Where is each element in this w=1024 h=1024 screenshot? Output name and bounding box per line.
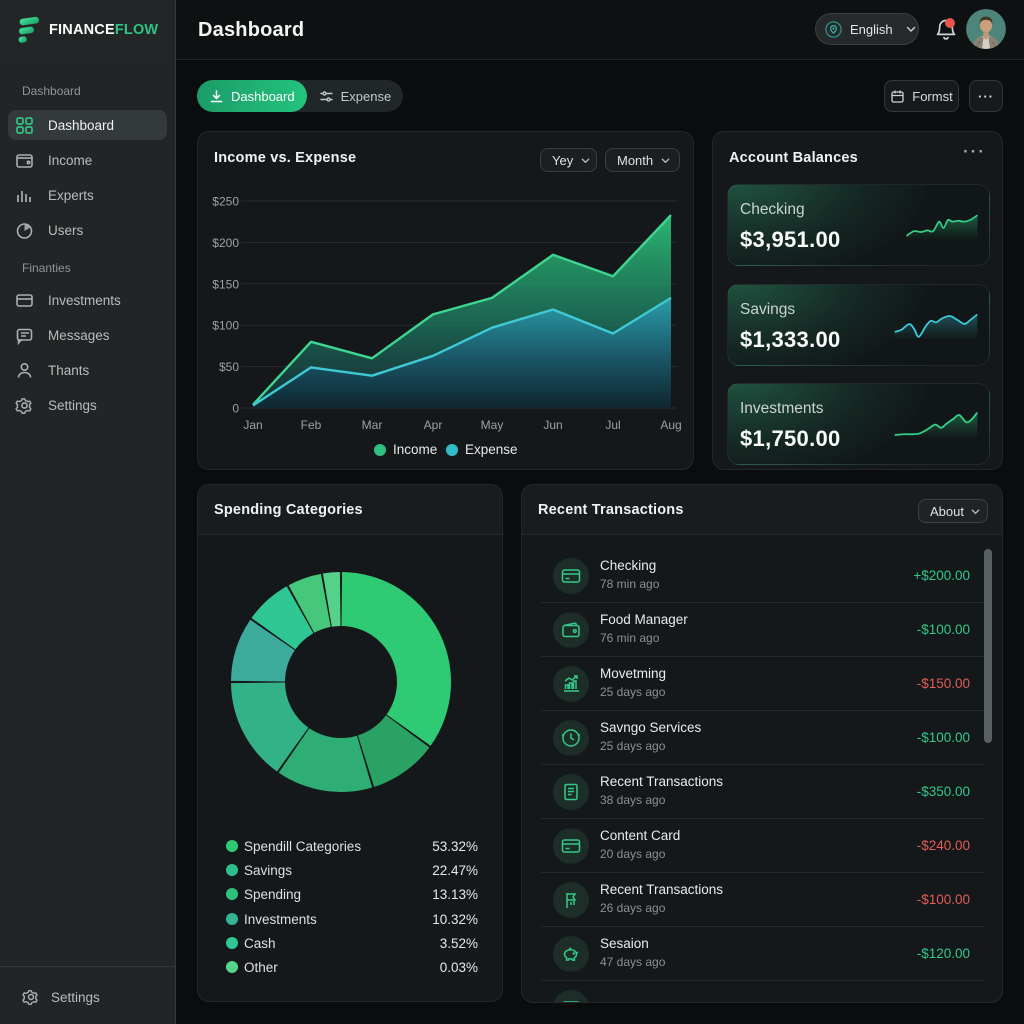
svg-text:0: 0 [232,402,239,416]
svg-text:$50: $50 [219,360,239,374]
svg-text:Income: Income [393,442,437,457]
svg-text:Apr: Apr [424,418,443,432]
svg-text:$250: $250 [212,195,239,209]
svg-text:Mar: Mar [362,418,383,432]
svg-text:$150: $150 [212,277,239,291]
svg-text:$100: $100 [212,319,239,333]
svg-text:Feb: Feb [301,418,322,432]
svg-text:Expense: Expense [465,442,518,457]
svg-text:Jul: Jul [605,418,620,432]
svg-text:Jan: Jan [243,418,262,432]
svg-text:Jun: Jun [543,418,562,432]
svg-text:$200: $200 [212,236,239,250]
svg-text:Aug: Aug [660,418,681,432]
svg-text:May: May [481,418,504,432]
